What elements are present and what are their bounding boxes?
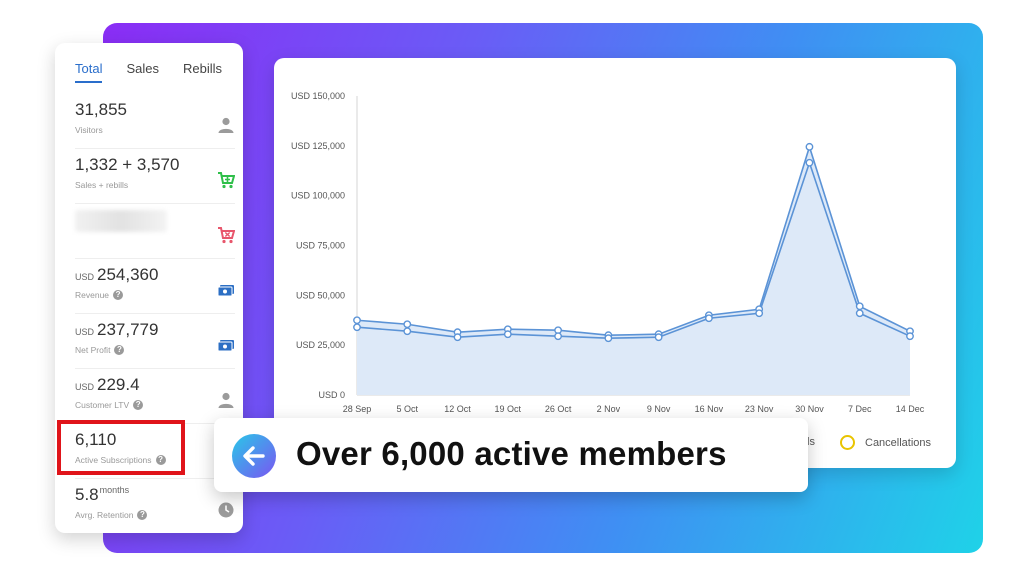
x-tick-label: 28 Sep	[343, 404, 372, 414]
stat-value: 5.8months	[75, 485, 130, 504]
active-subscriptions-highlight	[57, 420, 185, 475]
clock-icon	[218, 502, 234, 518]
help-icon[interactable]: ?	[155, 455, 166, 465]
data-point[interactable]	[453, 333, 462, 342]
stat-customer-ltv: USD 229.4 Customer LTV?	[75, 371, 235, 424]
help-icon[interactable]: ?	[137, 510, 148, 520]
tab-sales[interactable]: Sales	[126, 61, 159, 76]
data-point[interactable]	[805, 158, 814, 167]
stat-active-subscriptions: 6,110 Active Subscriptions?	[75, 426, 235, 479]
legend-label: Cancellations	[865, 436, 932, 449]
y-tick-label: USD 75,000	[296, 241, 345, 251]
x-tick-label: 14 Dec	[896, 404, 925, 414]
y-tick-label: USD 100,000	[291, 191, 345, 201]
cash-icon	[217, 340, 234, 352]
stat-visitors: 31,855 Visitors	[75, 96, 235, 149]
data-point[interactable]	[654, 333, 663, 342]
data-point[interactable]	[403, 327, 412, 336]
data-point[interactable]	[755, 309, 764, 318]
data-point[interactable]	[503, 330, 512, 339]
cash-icon	[217, 285, 234, 297]
stat-label: Visitors	[75, 125, 103, 135]
chart-card: USD 0 USD 25,000 USD 50,000 USD 75,000 USD 1…	[274, 58, 956, 468]
data-point[interactable]	[353, 316, 361, 325]
data-point[interactable]	[906, 332, 914, 341]
data-point[interactable]	[604, 334, 613, 343]
stat-revenue: USD 254,360 Revenue?	[75, 261, 235, 314]
blurred-value	[75, 210, 167, 232]
x-tick-label: 12 Oct	[444, 404, 471, 414]
stat-label: Sales + rebills	[75, 180, 129, 190]
stat-label: Net Profit?	[75, 345, 235, 355]
x-tick-label: 19 Oct	[495, 404, 522, 414]
series-line-1	[356, 144, 911, 337]
tab-rebills[interactable]: Rebills	[183, 61, 223, 76]
stat-net-profit: USD 237,779 Net Profit?	[75, 316, 235, 369]
legend-label: ls	[807, 436, 815, 448]
area-fill	[357, 146, 910, 395]
person-icon	[218, 392, 234, 408]
x-tick-label: 7 Dec	[848, 404, 872, 414]
stat-value: 6,110	[75, 430, 117, 449]
arrow-left-icon	[232, 434, 276, 478]
data-point[interactable]	[403, 320, 412, 329]
x-tick-label: 30 Nov	[795, 404, 824, 414]
y-tick-label: USD 50,000	[296, 290, 345, 300]
stat-label: Active Subscriptions?	[75, 455, 235, 465]
stat-label: Customer LTV?	[75, 400, 235, 410]
stat-value: 31,855	[75, 100, 127, 119]
y-tick-label: USD 150,000	[291, 91, 345, 101]
callout-banner: Over 6,000 active members	[214, 418, 808, 492]
x-tick-label: 16 Nov	[695, 404, 724, 414]
stat-retention: 5.8months Avrg. Retention?	[75, 481, 235, 533]
tab-total[interactable]: Total	[75, 61, 103, 83]
legend-partial[interactable]: ls	[807, 436, 815, 448]
x-tick-label: 23 Nov	[745, 404, 774, 414]
data-point[interactable]	[554, 332, 562, 341]
help-icon[interactable]: ?	[113, 290, 124, 300]
x-tick-label: 9 Nov	[647, 404, 671, 414]
data-point[interactable]	[353, 323, 361, 332]
stats-tabs: Total Sales Rebills	[55, 43, 243, 87]
stat-label: Revenue?	[75, 290, 235, 300]
stat-value: USD 237,779	[75, 320, 159, 339]
data-point[interactable]	[855, 302, 864, 311]
stats-panel: Total Sales Rebills 31,855 Visitors 1,33…	[55, 43, 243, 533]
x-tick-label: 5 Oct	[397, 404, 419, 414]
stat-value: 1,332 + 3,570	[75, 155, 180, 174]
y-tick-label: USD 25,000	[296, 340, 345, 350]
legend-swatch	[840, 435, 855, 450]
stat-value: USD 254,360	[75, 265, 159, 284]
person-icon	[218, 117, 234, 133]
revenue-chart: USD 0 USD 25,000 USD 50,000 USD 75,000 USD 1…	[291, 91, 925, 414]
help-icon[interactable]: ?	[114, 345, 125, 355]
data-point[interactable]	[805, 142, 814, 151]
stat-label: Avrg. Retention?	[75, 510, 235, 520]
help-icon[interactable]: ?	[133, 400, 144, 410]
cart-remove-icon	[218, 227, 235, 244]
series-line-2	[356, 160, 911, 339]
cart-icon	[218, 172, 235, 189]
x-tick-label: 2 Nov	[597, 404, 621, 414]
stat-value: USD 229.4	[75, 375, 140, 394]
y-tick-label: USD 0	[318, 390, 345, 400]
stat-refunds	[75, 206, 235, 259]
data-point[interactable]	[855, 309, 864, 318]
legend-cancellations[interactable]: Cancellations	[840, 435, 931, 450]
callout-text: Over 6,000 active members	[296, 435, 727, 472]
data-point[interactable]	[705, 314, 713, 323]
y-tick-label: USD 125,000	[291, 141, 345, 151]
stat-sales: 1,332 + 3,570 Sales + rebills	[75, 151, 235, 204]
x-tick-label: 26 Oct	[545, 404, 572, 414]
